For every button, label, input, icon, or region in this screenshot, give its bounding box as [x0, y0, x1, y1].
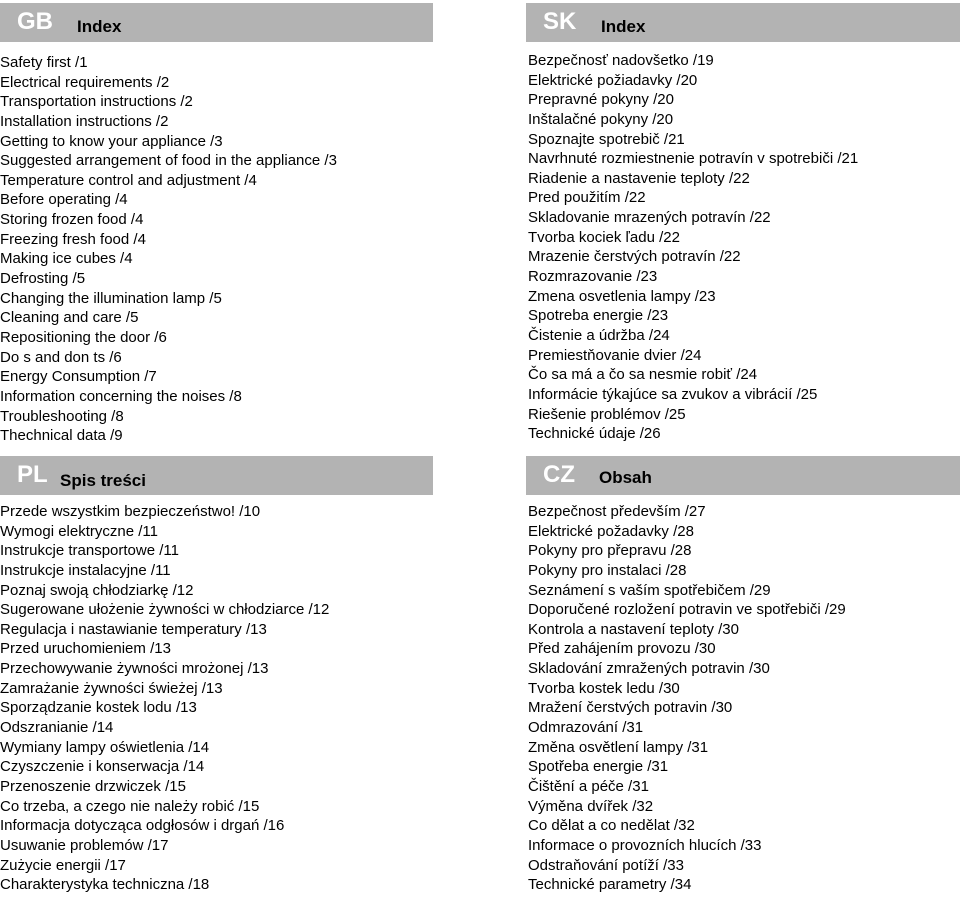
section-heading: Index [77, 17, 122, 36]
section-heading: Index [601, 17, 646, 36]
index-entry: Spoznajte spotrebič /21 [528, 130, 685, 148]
index-entry: Regulacja i nastawianie temperatury /13 [0, 620, 267, 638]
index-entry: Wymiany lampy oświetlenia /14 [0, 738, 210, 756]
index-entry: Před zahájením provozu /30 [528, 640, 716, 658]
index-entry: Sporządzanie kostek lodu /13 [0, 699, 197, 717]
index-entry: Kontrola a nastavení teploty /30 [528, 620, 739, 638]
index-entry: Seznámení s vaším spotřebičem /29 [528, 581, 771, 599]
index-entry: Technické parametry /34 [528, 876, 692, 894]
section-header-bar: GB Index [0, 3, 433, 42]
index-entry: Zużycie energii /17 [0, 856, 126, 874]
index-entry: Sugerowane ułożenie żywności w chłodziar… [0, 601, 330, 619]
index-entry: Bezpečnosť nadovšetko /19 [528, 52, 714, 69]
index-entry: Information concerning the noises /8 [0, 387, 242, 405]
index-entry: Troubleshooting /8 [0, 407, 124, 425]
index-list: Przede wszystkim bezpieczeństwo! /10 Wymo… [0, 502, 329, 895]
index-entry: Spotreba energie /23 [528, 307, 669, 325]
language-code: CZ [543, 461, 575, 488]
section-heading: Spis treści [60, 471, 146, 490]
index-entry: Getting to know your appliance /3 [0, 132, 223, 150]
index-entry: Poznaj swoją chłodziarkę /12 [0, 581, 194, 599]
index-entry: Suggested arrangement of food in the app… [0, 152, 337, 170]
index-entry: Freezing fresh food /4 [0, 230, 146, 248]
index-entry: Riešenie problémov /25 [528, 405, 686, 423]
index-entry: Inštalačné pokyny /20 [528, 110, 674, 128]
index-entry: Co trzeba, a czego nie należy robić /15 [0, 797, 260, 815]
index-entry: Mražení čerstvých potravin /30 [528, 699, 733, 717]
index-list: Bezpečnost především /27 Elektrické požad… [528, 502, 846, 895]
index-entry: Odstraňování potíží /33 [528, 856, 684, 874]
index-entry: Výměna dvířek /32 [528, 797, 654, 815]
index-entry: Energy Consumption /7 [0, 368, 157, 386]
index-entry: Storing frozen food /4 [0, 211, 144, 229]
index-entry: Rozmrazovanie /23 [528, 268, 658, 286]
index-entry: Čištění a péče /31 [528, 777, 649, 795]
index-entry: Elektrické požadavky /28 [528, 522, 694, 540]
index-entry: Doporučené rozložení potravin ve spotřeb… [528, 601, 846, 619]
index-entry: Tvorba kostek ledu /30 [528, 679, 680, 697]
index-entry: Zamrażanie żywności świeżej /13 [0, 679, 223, 697]
index-entry: Mrazenie čerstvých potravín /22 [528, 248, 741, 266]
index-entry: Informace o provozních hlucích /33 [528, 836, 762, 854]
index-entry: Usuwanie problemów /17 [0, 836, 169, 854]
index-entry: Změna osvětlení lampy /31 [528, 738, 709, 756]
index-entry: Premiestňovanie dvier /24 [528, 346, 702, 364]
index-entry: Przenoszenie drzwiczek /15 [0, 777, 186, 795]
index-entry: Przed uruchomieniem /13 [0, 640, 171, 658]
language-code: PL [17, 461, 48, 488]
index-entry: Navrhnuté rozmiestnenie potravín v spotr… [528, 150, 859, 168]
index-entry: Pokyny pro přepravu /28 [528, 542, 692, 560]
index-entry: Instrukcje transportowe /11 [0, 542, 179, 560]
section-header-bar: CZ Obsah [526, 456, 960, 495]
index-entry: Thechnical data /9 [0, 427, 123, 445]
index-entry: Electrical requirements /2 [0, 73, 170, 91]
index-entry: Czyszczenie i konserwacja /14 [0, 758, 205, 776]
index-entry: Installation instructions /2 [0, 112, 169, 130]
index-entry: Čo sa má a čo sa nesmie robiť /24 [528, 366, 758, 384]
index-entry: Do s and don ts /6 [0, 348, 122, 366]
index-entry: Odszranianie /14 [0, 719, 114, 737]
index-entry: Spotřeba energie /31 [528, 758, 669, 776]
index-entry: Riadenie a nastavenie teploty /22 [528, 169, 750, 187]
section-header-bar: SK Index [526, 3, 960, 42]
index-list: Safety first /1 Electrical requirements /… [0, 53, 337, 446]
language-code: SK [543, 8, 577, 35]
index-entry: Skladování zmražených potravin /30 [528, 660, 770, 678]
index-entry: Changing the illumination lamp /5 [0, 289, 222, 307]
index-entry: Čistenie a údržba /24 [528, 326, 670, 344]
index-entry: Safety first /1 [0, 54, 88, 71]
index-entry: Zmena osvetlenia lampy /23 [528, 287, 716, 305]
index-entry: Temperature control and adjustment /4 [0, 171, 257, 189]
index-entry: Bezpečnost především /27 [528, 503, 706, 520]
index-entry: Repositioning the door /6 [0, 328, 167, 346]
index-entry: Technické údaje /26 [528, 425, 661, 443]
index-entry: Skladovanie mrazených potravín /22 [528, 209, 771, 227]
index-entry: Odmrazování /31 [528, 719, 644, 737]
index-list: Bezpečnosť nadovšetko /19 Elektrické poži… [528, 51, 858, 444]
section-header-bar: PL Spis treści [0, 456, 433, 495]
index-entry: Transportation instructions /2 [0, 93, 193, 111]
index-entry: Cleaning and care /5 [0, 309, 139, 327]
index-entry: Co dělat a co nedělat /32 [528, 817, 695, 835]
language-code: GB [17, 8, 53, 35]
index-entry: Making ice cubes /4 [0, 250, 133, 268]
index-entry: Wymogi elektryczne /11 [0, 522, 158, 540]
index-entry: Defrosting /5 [0, 270, 86, 288]
index-entry: Pred použitím /22 [528, 189, 646, 207]
index-entry: Charakterystyka techniczna /18 [0, 876, 210, 894]
index-entry: Przechowywanie żywności mrożonej /13 [0, 660, 269, 678]
index-entry: Informácie týkajúce sa zvukov a vibrácií… [528, 385, 818, 403]
index-entry: Informacja dotycząca odgłosów i drgań /1… [0, 817, 285, 835]
index-entry: Elektrické požiadavky /20 [528, 71, 698, 89]
index-entry: Pokyny pro instalaci /28 [528, 561, 687, 579]
index-entry: Tvorba kociek ľadu /22 [528, 228, 680, 246]
index-entry: Przede wszystkim bezpieczeństwo! /10 [0, 503, 261, 520]
section-heading: Obsah [599, 468, 652, 487]
index-entry: Instrukcje instalacyjne /11 [0, 561, 171, 579]
index-entry: Before operating /4 [0, 191, 128, 209]
index-entry: Prepravné pokyny /20 [528, 91, 674, 109]
